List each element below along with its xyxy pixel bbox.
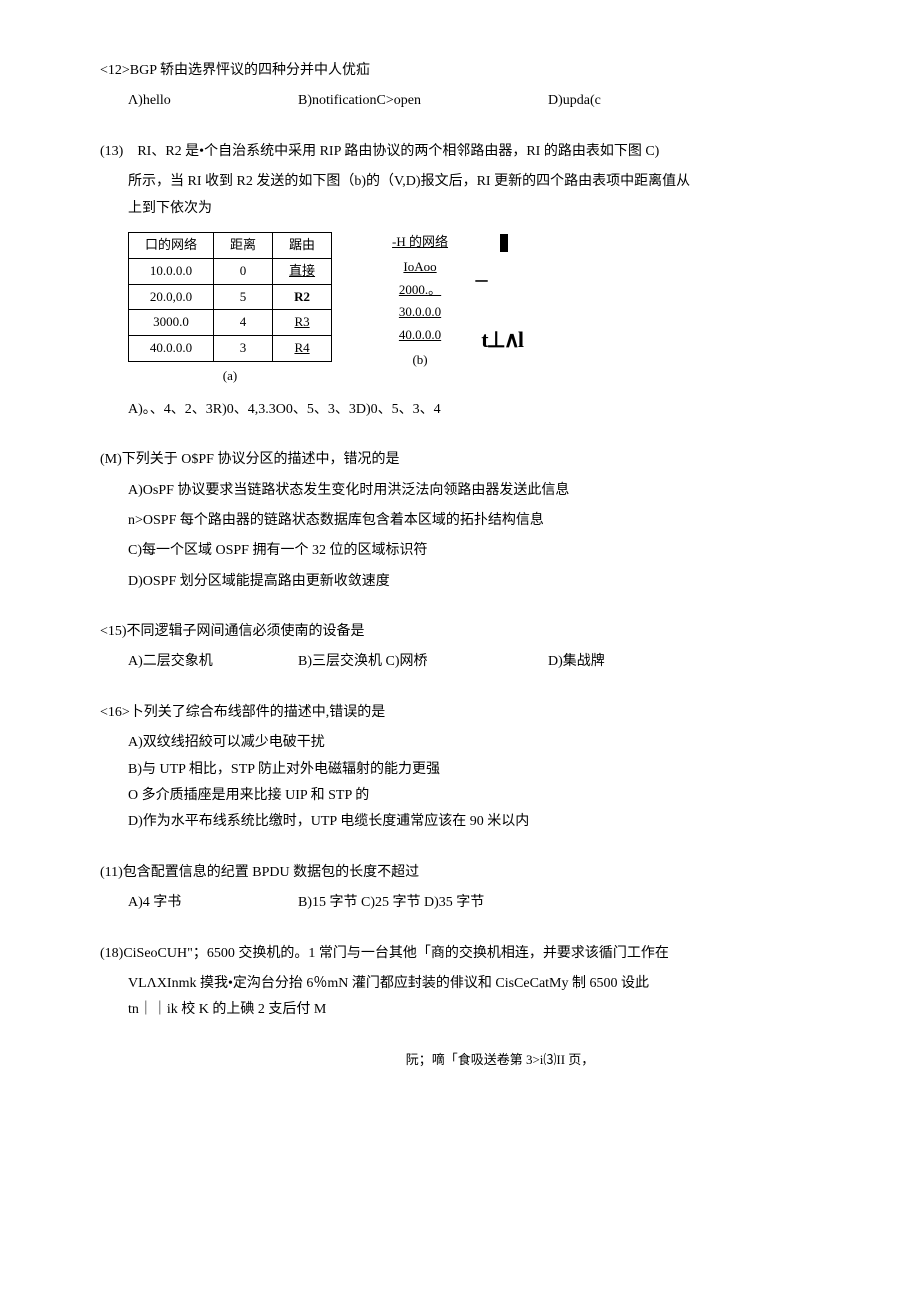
question-12: <12>BGP 轿由选界怦议的四种分并中人优疝 Λ)hello B)notifi… [100,60,820,113]
cell: R3 [273,310,332,336]
question-17: (11)包含配置信息的纪置 BPDU 数据包的长度不超过 A)4 字书 B)15… [100,862,820,915]
cell: 3000.0 [129,310,214,336]
q13-b-row: 2000.。 [392,280,448,301]
q13-line1: (13) RI、R2 是•个自治系统中采用 RIP 路由协议的两个相邻路由器，R… [100,141,820,163]
cell: R4 [273,336,332,362]
q13-b-header: -H 的网络 [392,232,448,253]
q16-opt-a: A)双纹线招絞可以减少电破干扰 [100,732,820,754]
q12-opt-b: B)notificationC>open [298,90,548,112]
decor-glyph: t⊥∧l [481,322,522,357]
q15-opt-b: B)三层交涣机 C)网桥 [298,651,548,673]
page-footer: 阮；嘀「食吸送卷第 3>i⑶II 页， [100,1050,820,1071]
th-route: 踞由 [273,232,332,258]
q17-opt-b: B)15 字节 C)25 字节 D)35 字节 [298,892,548,914]
q13-b-row: 30.0.0.0 [392,302,448,323]
cell: 20.0,0.0 [129,284,214,310]
cell: 5 [214,284,273,310]
q14-opt-a: A)OsPF 协议要求当链路状态发生变化时用洪泛法向领路由器发送此信息 [128,480,820,502]
q15-text: <15)不同逻辑子网间通信必须使南的设备是 [100,621,820,643]
q13-table-a: 口的网络 距离 踞由 10.0.0.0 0 直接 20.0,0.0 5 R2 3… [128,232,332,362]
q13-table-b-wrap: -H 的网络 IoAoo 2000.。 30.0.0.0 40.0.0.0 (b… [392,232,448,371]
cell: 4 [214,310,273,336]
cell: 直接 [273,258,332,284]
q13-b-row: IoAoo [392,257,448,278]
q13-line2: 所示，当 RI 收到 R2 发送的如下图（b)的（V,D)报文后，RI 更新的四… [100,171,820,193]
q13-answer: A)。、4、2、3R)0、4,3.3O0、5、3、3D)0、5、3、4 [100,399,820,421]
q12-opt-d: D)upda(c [548,90,601,112]
q14-opt-c: C)每一个区域 OSPF 拥有一个 32 位的区域标识符 [128,540,820,562]
q14-opt-b: n>OSPF 每个路由器的链路状态数据库包含着本区域的拓扑结构信息 [128,510,820,532]
th-network: 口的网络 [129,232,214,258]
q18-line1: (18)CiSeoCUH"；6500 交换机的。1 常门与一台其他「商的交换机相… [100,943,820,965]
q12-text: <12>BGP 轿由选界怦议的四种分并中人优疝 [100,60,820,82]
q13-line3: 上到下依次为 [100,198,820,220]
q16-opt-b: B)与 UTP 相比，STP 防止对外电磁辐射的能力更强 [100,759,820,781]
th-distance: 距离 [214,232,273,258]
q15-options: A)二层交象机 B)三层交涣机 C)网桥 D)集战牌 [100,651,820,673]
cell: 40.0.0.0 [129,336,214,362]
cell: 3 [214,336,273,362]
question-18: (18)CiSeoCUH"；6500 交换机的。1 常门与一台其他「商的交换机相… [100,943,820,1022]
cell: R2 [273,284,332,310]
q12-opt-a: Λ)hello [128,90,298,112]
question-13: (13) RI、R2 是•个自治系统中采用 RIP 路由协议的两个相邻路由器，R… [100,141,820,421]
q14-text: (M)下列关于 O$PF 协议分区的描述中，错况的是 [100,449,820,471]
q14-options: A)OsPF 协议要求当链路状态发生变化时用洪泛法向领路由器发送此信息 n>OS… [100,480,820,594]
decor-bar [500,234,508,252]
cell: 0 [214,258,273,284]
q16-opt-c: O 多介质插座是用来比接 UIP 和 STP 的 [100,785,820,807]
q17-text: (11)包含配置信息的纪置 BPDU 数据包的长度不超过 [100,862,820,884]
q12-options: Λ)hello B)notificationC>open D)upda(c [100,90,820,112]
question-15: <15)不同逻辑子网间通信必须使南的设备是 A)二层交象机 B)三层交涣机 C)… [100,621,820,674]
q15-opt-d: D)集战牌 [548,651,605,673]
decor-dash: 一 [475,272,488,293]
q15-opt-a: A)二层交象机 [128,651,298,673]
q16-text: <16>卜列关了综合布线部件的描述中,错误的是 [100,702,820,724]
q16-opt-d: D)作为水平布线系统比缴时，UTP 电缆长度逋常应该在 90 米以内 [100,811,820,833]
q13-table-a-wrap: 口的网络 距离 踞由 10.0.0.0 0 直接 20.0,0.0 5 R2 3… [128,232,332,387]
q17-opt-a: A)4 字书 [128,892,298,914]
q13-table-b-caption: (b) [392,350,448,371]
question-14: (M)下列关于 O$PF 协议分区的描述中，错况的是 A)OsPF 协议要求当链… [100,449,820,593]
q17-options: A)4 字书 B)15 字节 C)25 字节 D)35 字节 [100,892,820,914]
q14-opt-d: D)OSPF 划分区域能提高路由更新收敛速度 [128,571,820,593]
cell: 10.0.0.0 [129,258,214,284]
q13-b-row: 40.0.0.0 [392,325,448,346]
q13-tables: 口的网络 距离 踞由 10.0.0.0 0 直接 20.0,0.0 5 R2 3… [100,232,820,387]
q18-line3: tn｜｜ik 校 K 的上碘 2 支后付 M [100,999,820,1021]
question-16: <16>卜列关了综合布线部件的描述中,错误的是 A)双纹线招絞可以减少电破干扰 … [100,702,820,834]
q13-table-a-caption: (a) [128,366,332,387]
q18-line2: VLΛXInmk 摸我•定沟台分抬 6％mN 灌门都应封装的俳议和 CisCeC… [100,973,820,995]
